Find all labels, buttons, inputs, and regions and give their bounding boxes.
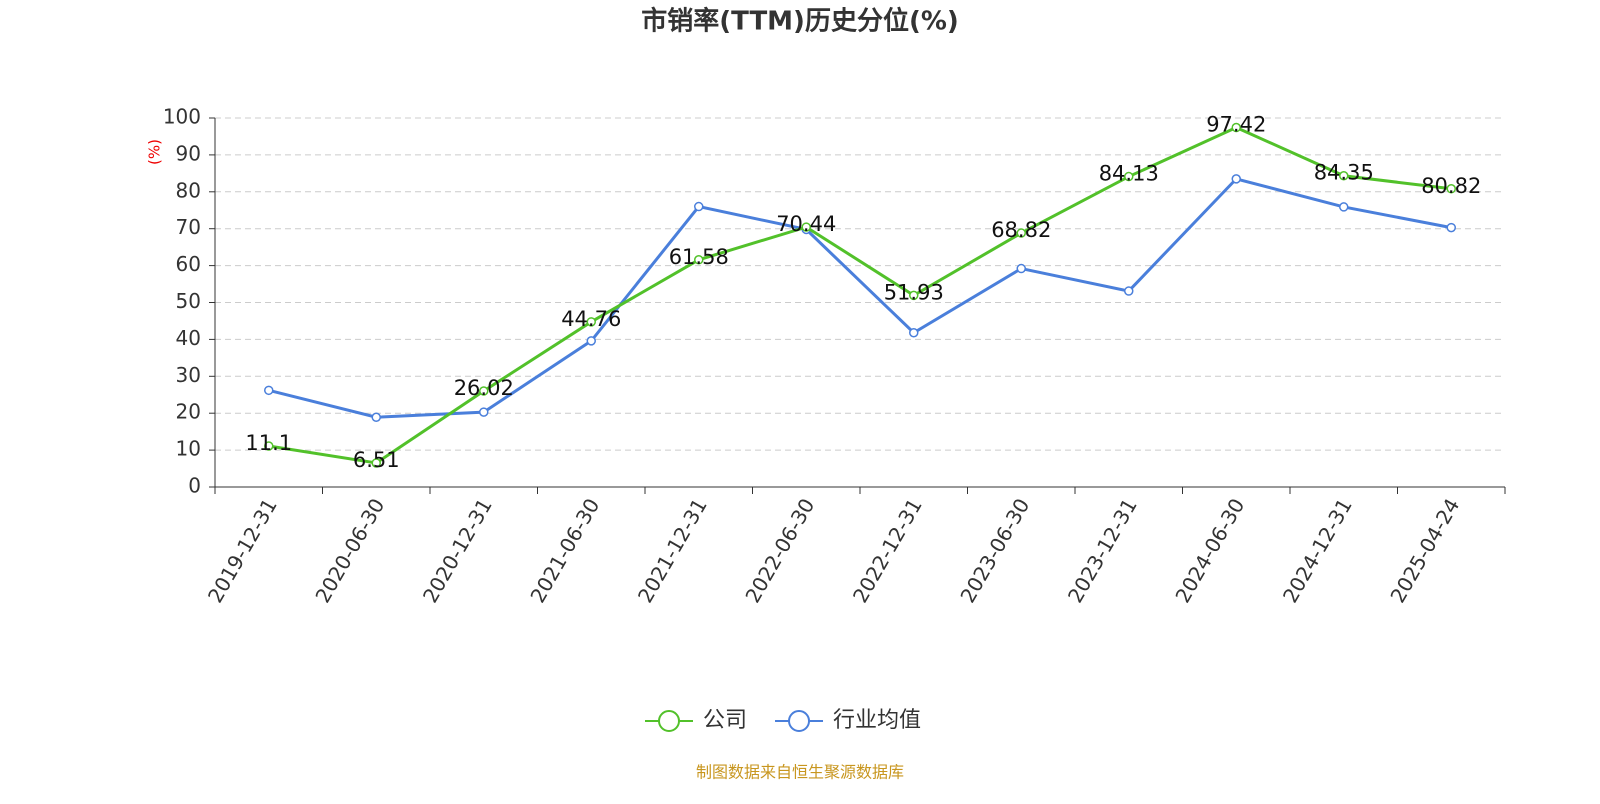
x-tick-label: 2019-12-31 [203, 494, 282, 607]
data-point [586, 317, 596, 327]
y-tick-label: 70 [176, 215, 201, 239]
x-tick-label: 2022-12-31 [848, 494, 927, 607]
series-line [268, 125, 1452, 465]
legend-label: 行业均值 [833, 708, 921, 733]
data-point [694, 255, 704, 265]
data-label: 51.93 [884, 280, 944, 304]
legend-marker [658, 710, 680, 732]
data-label: 70.44 [776, 212, 836, 236]
data-point [801, 222, 811, 232]
x-tick-label: 2023-06-30 [955, 494, 1034, 607]
data-label: 6.51 [353, 448, 400, 472]
data-point [371, 458, 381, 468]
data-point [694, 201, 704, 212]
data-label: 80.82 [1421, 174, 1481, 198]
data-label: 97.42 [1206, 113, 1266, 137]
data-point [1446, 184, 1456, 194]
data-point [586, 336, 596, 346]
data-point [264, 441, 274, 451]
x-tick-label: 2024-12-31 [1278, 494, 1357, 607]
x-tick-label: 2023-12-31 [1063, 494, 1142, 607]
x-tick-label: 2020-06-30 [310, 494, 389, 607]
y-tick-label: 0 [188, 474, 201, 498]
data-point [1231, 174, 1241, 184]
data-point [264, 385, 274, 396]
data-label: 68.82 [991, 218, 1051, 242]
x-tick-label: 2021-12-31 [633, 494, 712, 607]
legend-label: 公司 [703, 708, 747, 733]
data-point [909, 328, 919, 338]
data-point [1016, 263, 1026, 274]
y-tick-label: 90 [176, 141, 201, 165]
data-label: 44.76 [561, 307, 621, 331]
y-tick-label: 30 [176, 363, 201, 387]
data-label: 26.02 [454, 376, 514, 400]
data-point [371, 412, 381, 423]
data-point [1339, 170, 1349, 181]
data-point [479, 386, 489, 396]
data-point [1231, 122, 1241, 133]
x-tick-label: 2022-06-30 [740, 494, 819, 607]
legend-item[interactable]: 行业均值 [775, 708, 921, 733]
data-label: 84.35 [1314, 161, 1374, 185]
x-tick-label: 2020-12-31 [418, 494, 497, 607]
y-tick-label: 60 [176, 252, 201, 276]
data-point [1124, 286, 1134, 296]
data-label: 84.13 [1099, 162, 1159, 186]
y-tick-label: 10 [176, 437, 201, 461]
x-tick-label: 2021-06-30 [525, 494, 604, 607]
data-label: 11.1 [245, 431, 292, 455]
data-point [1124, 171, 1134, 182]
y-tick-label: 80 [176, 178, 201, 202]
data-point [1016, 228, 1026, 238]
data-label: 61.58 [669, 245, 729, 269]
data-point [1446, 222, 1456, 233]
chart-title: 市销率(TTM)历史分位(%) [641, 6, 959, 37]
y-tick-label: 50 [176, 289, 201, 313]
y-tick-label: 20 [176, 400, 201, 424]
legend-item[interactable]: 公司 [645, 708, 747, 733]
data-point [1339, 202, 1349, 212]
legend-marker [788, 710, 811, 732]
data-point [909, 290, 919, 301]
y-axis-label: (%) [146, 139, 164, 165]
source-note: 制图数据来自恒生聚源数据库 [696, 763, 904, 782]
x-tick-label: 2024-06-30 [1170, 494, 1249, 607]
y-tick-label: 100 [163, 105, 201, 129]
series-line [268, 177, 1452, 419]
data-point [479, 407, 489, 417]
x-tick-label: 2025-04-24 [1385, 494, 1464, 607]
y-tick-label: 40 [176, 326, 201, 350]
